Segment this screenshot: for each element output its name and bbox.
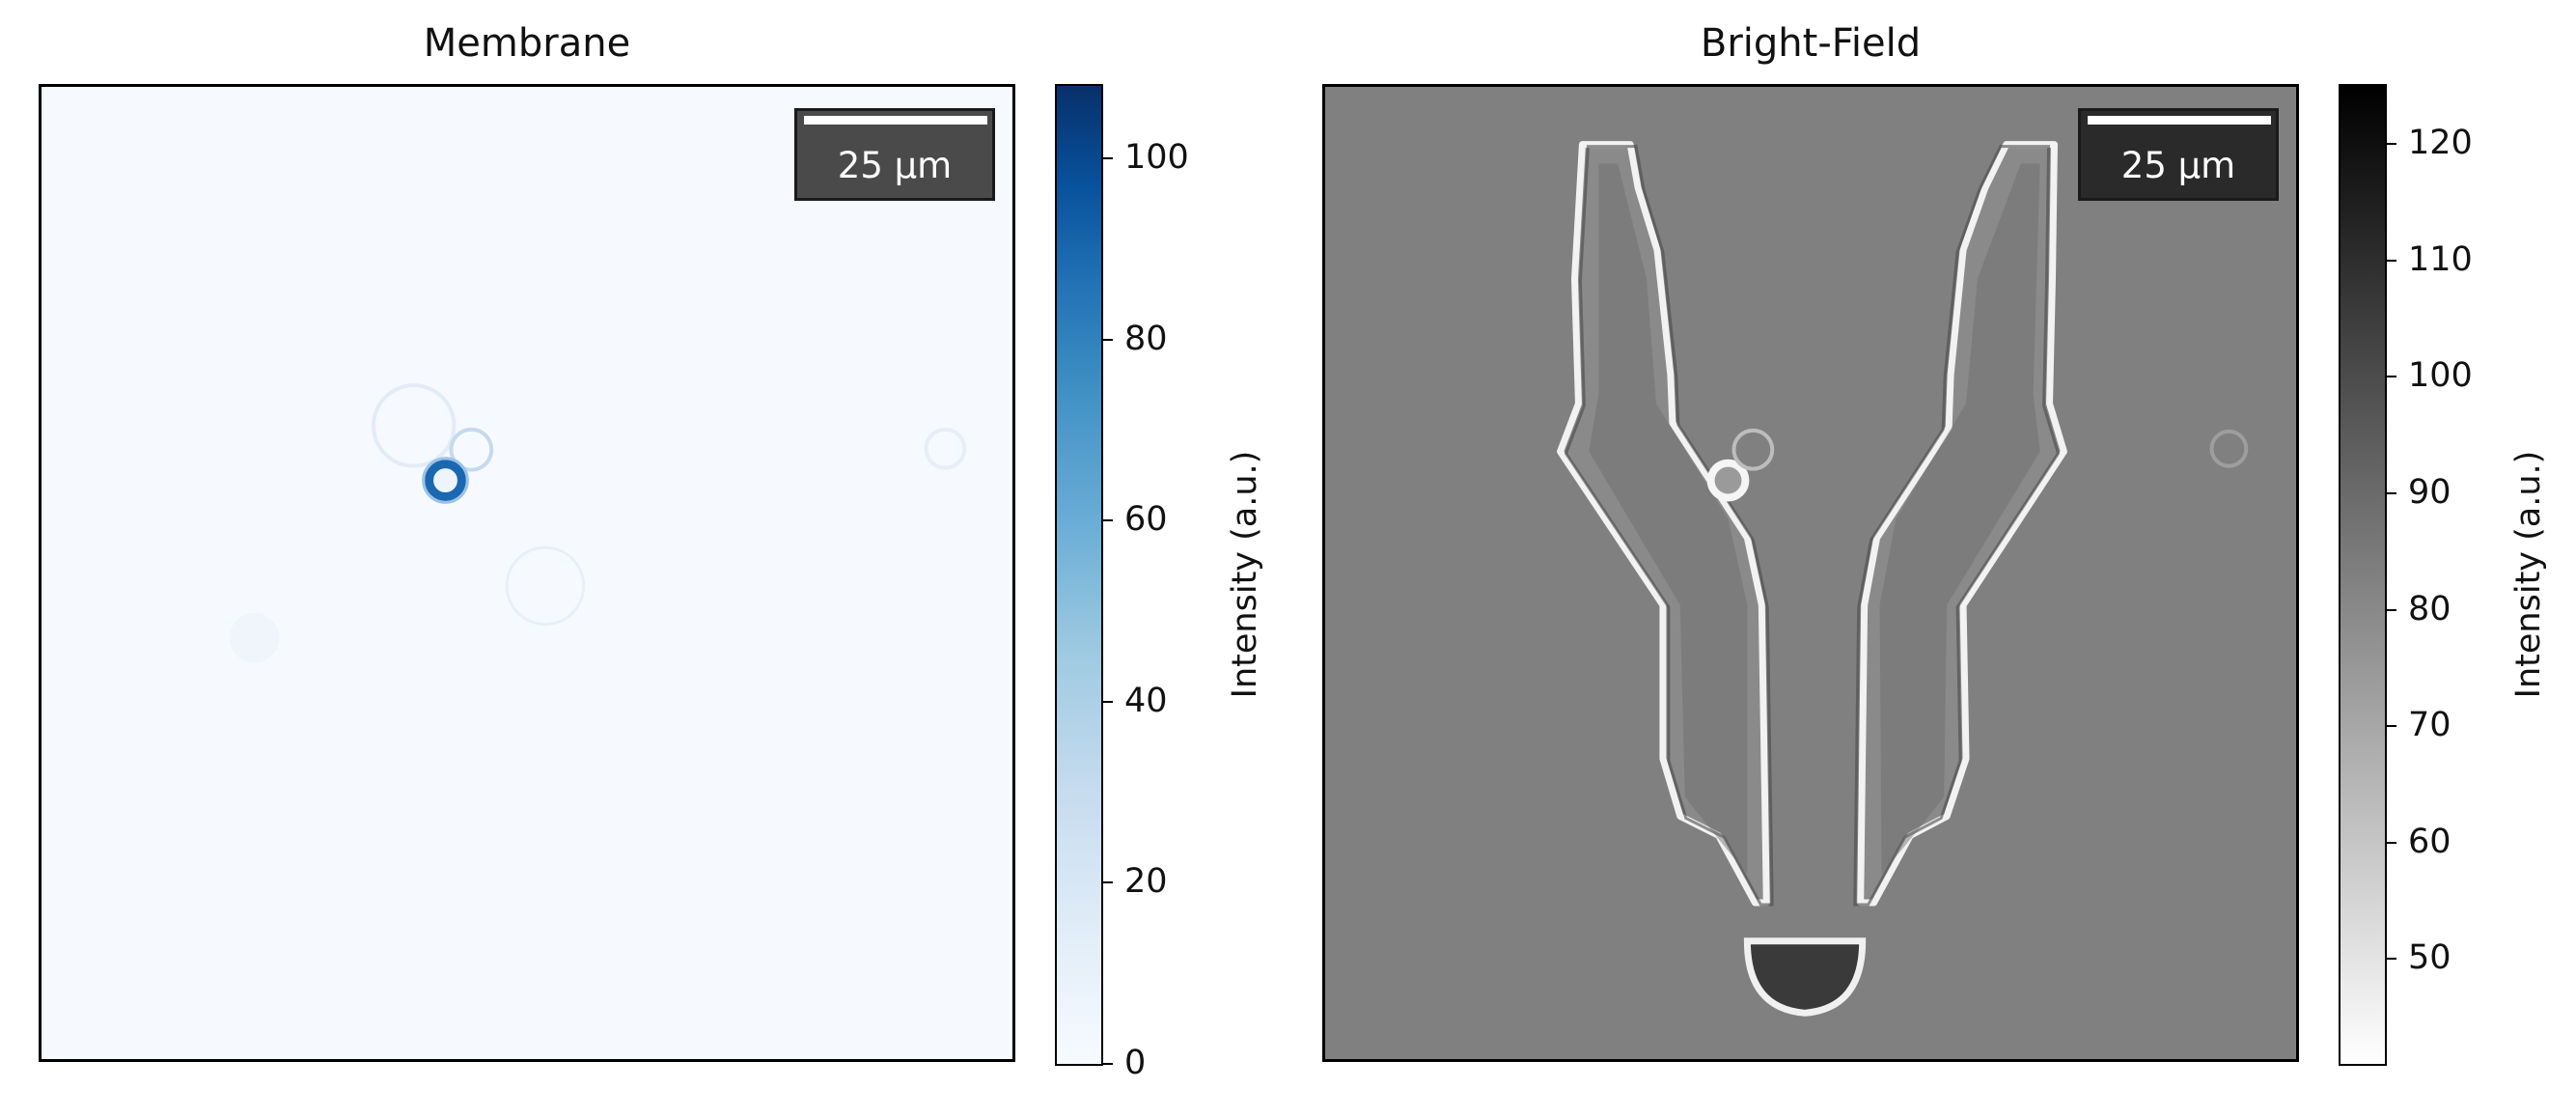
brightfield-scale-bar — [2088, 116, 2271, 125]
colorbar-tick-label: 100 — [1124, 138, 1189, 178]
brightfield-title: Bright-Field — [1700, 21, 1922, 66]
brightfield-image-canvas — [1325, 87, 2296, 1059]
membrane-title: Membrane — [423, 21, 631, 66]
membrane-scale-bar — [804, 116, 987, 125]
colorbar-tick-mark — [2387, 492, 2396, 495]
colorbar-tick-label: 0 — [1124, 1044, 1147, 1082]
colorbar-tick-mark — [2387, 725, 2396, 728]
brightfield-scale-bar-label: 25 µm — [2120, 145, 2236, 186]
colorbar-tick-label: 50 — [2408, 938, 2451, 978]
colorbar-tick-label: 40 — [1124, 681, 1168, 720]
colorbar-tick-label: 20 — [1124, 862, 1168, 902]
membrane-colorbar — [1055, 84, 1103, 1066]
colorbar-tick-mark — [2387, 841, 2396, 844]
colorbar-tick-label: 80 — [2408, 589, 2451, 628]
brightfield-colorbar-label: Intensity (a.u.) — [2509, 450, 2548, 699]
colorbar-tick-mark — [1103, 157, 1113, 160]
membrane-scale-bar-label: 25 µm — [837, 145, 953, 186]
colorbar-tick-mark — [1103, 519, 1113, 522]
colorbar-tick-label: 60 — [2408, 822, 2451, 861]
colorbar-tick-mark — [2387, 143, 2396, 146]
colorbar-tick-mark — [2387, 608, 2396, 611]
colorbar-tick-label: 70 — [2408, 706, 2451, 745]
membrane-image — [39, 84, 1015, 1062]
colorbar-tick-label: 80 — [1124, 319, 1168, 358]
colorbar-tick-mark — [1103, 881, 1113, 884]
colorbar-tick-label: 110 — [2408, 239, 2473, 279]
brightfield-image — [1322, 84, 2299, 1062]
colorbar-tick-label: 60 — [1124, 500, 1168, 540]
colorbar-tick-mark — [1103, 1063, 1113, 1065]
colorbar-tick-label: 100 — [2408, 356, 2473, 396]
brightfield-colorbar — [2339, 84, 2387, 1066]
membrane-colorbar-label: Intensity (a.u.) — [1226, 450, 1264, 699]
colorbar-tick-mark — [1103, 338, 1113, 341]
colorbar-tick-mark — [1103, 700, 1113, 703]
colorbar-tick-label: 90 — [2408, 473, 2451, 513]
colorbar-tick-label: 120 — [2408, 124, 2473, 163]
colorbar-tick-mark — [2387, 958, 2396, 961]
colorbar-tick-mark — [2387, 259, 2396, 262]
membrane-image-canvas — [42, 87, 1012, 1059]
colorbar-tick-mark — [2387, 376, 2396, 378]
